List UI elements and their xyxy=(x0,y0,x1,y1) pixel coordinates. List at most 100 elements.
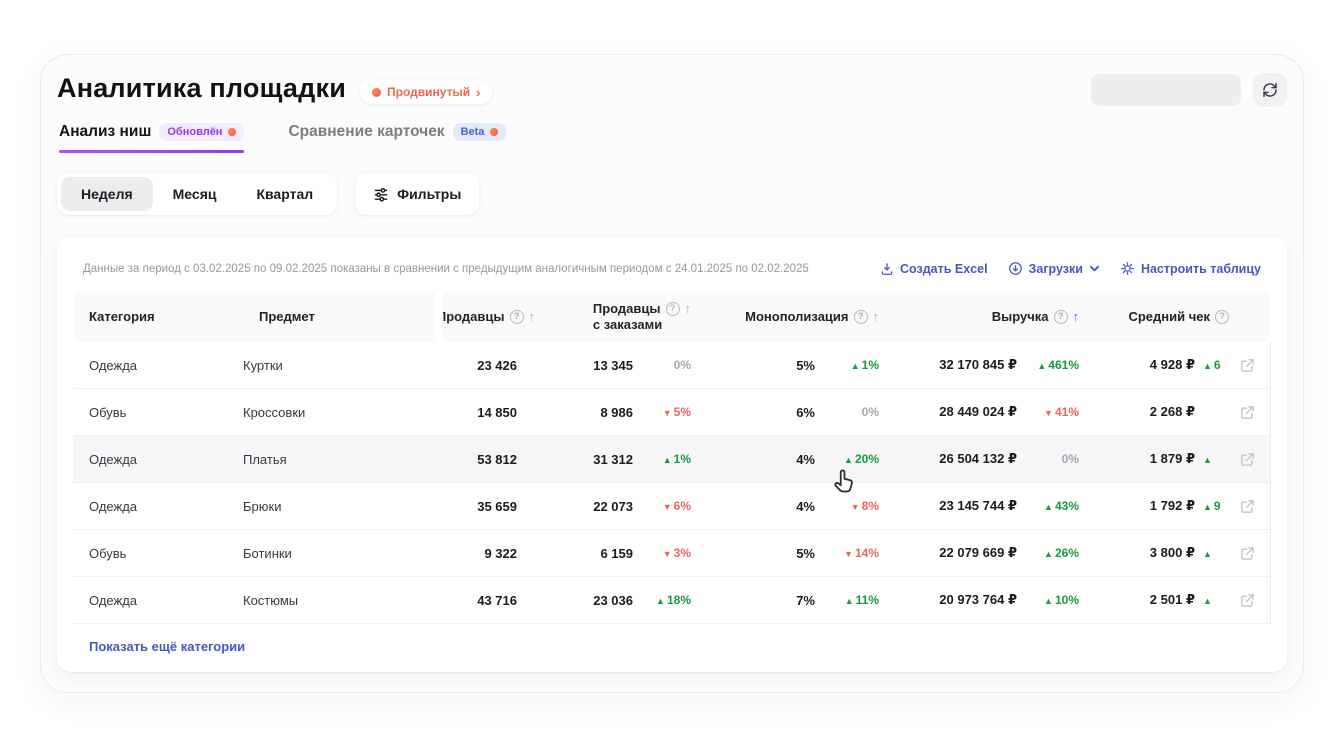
create-excel-button[interactable]: Создать Excel xyxy=(880,262,988,276)
help-icon[interactable]: ? xyxy=(1215,310,1229,324)
table-row[interactable]: Одежда Платья 53 812 31 312 ▲ 1% 4% ▲ 20% 26 504 … xyxy=(73,436,1270,483)
configure-table-button[interactable]: Настроить таблицу xyxy=(1120,261,1261,276)
column-header-category: Категория xyxy=(73,309,243,325)
trend-up-icon: ▲ xyxy=(1203,361,1212,371)
period-quarter-button[interactable]: Квартал xyxy=(236,177,333,211)
external-link-icon[interactable] xyxy=(1238,591,1257,610)
tab-card-comparison[interactable]: Сравнение карточек Beta xyxy=(288,123,507,153)
plan-badge[interactable]: Продвинутый › xyxy=(360,80,493,104)
trend-up-icon: ▲ xyxy=(1044,596,1053,606)
cell-avg-check: 2 268 ₽ xyxy=(1079,404,1229,420)
refresh-button[interactable] xyxy=(1253,73,1287,107)
column-header-monopolization[interactable]: Монополизация? ↑ xyxy=(691,309,879,325)
cell-avg-check: 1 879 ₽ ▲ xyxy=(1079,451,1229,467)
sort-arrow-icon[interactable]: ↑ xyxy=(872,308,880,324)
cell-monopolization: 6% 0% xyxy=(691,405,879,420)
sellers-value: 35 659 xyxy=(477,498,517,514)
period-info-text: Данные за период с 03.02.2025 по 09.02.2… xyxy=(83,262,809,275)
cell-revenue: 26 504 132 ₽ 0% xyxy=(879,451,1079,467)
cell-avg-check: 3 800 ₽ ▲ xyxy=(1079,545,1229,561)
delta-value: ▲ 9 xyxy=(1203,499,1221,513)
sellers-value: 14 850 xyxy=(477,404,517,420)
column-header-sellers[interactable]: Продавцы? ↑ xyxy=(437,308,536,325)
sort-arrow-icon[interactable]: ↑ xyxy=(684,300,692,316)
sellers-value: 23 426 xyxy=(477,357,517,373)
column-label: Продавцы xyxy=(592,300,661,316)
column-header-avg-check[interactable]: Средний чек? xyxy=(1079,309,1229,325)
period-week-button[interactable]: Неделя xyxy=(61,177,153,211)
table-row[interactable]: Одежда Брюки 35 659 22 073 ▼ 6% 4% ▼ 8% 23 145 74… xyxy=(73,483,1270,530)
cell-sellers-with-orders: 31 312 ▲ 1% xyxy=(535,452,691,467)
sort-arrow-icon[interactable]: ↑ xyxy=(528,308,536,324)
delta-value: ▲ xyxy=(1195,593,1229,607)
trend-up-icon: ▲ xyxy=(662,455,672,465)
download-icon xyxy=(880,262,894,276)
sort-arrow-icon[interactable]: ↑ xyxy=(1072,308,1080,324)
sellers-orders-value: 13 345 xyxy=(593,357,633,373)
updated-badge: Обновлён xyxy=(159,123,245,141)
trend-up-icon: ▲ xyxy=(1044,502,1053,512)
delta-value: ▼ 41% xyxy=(1044,405,1079,419)
filters-button[interactable]: Фильтры xyxy=(355,173,480,215)
column-sublabel: с заказами xyxy=(592,317,663,332)
external-link-icon[interactable] xyxy=(1238,450,1257,469)
cell-avg-check: 4 928 ₽ ▲ 6 xyxy=(1079,357,1229,373)
cell-category: Одежда xyxy=(89,451,138,467)
downloads-button[interactable]: Загрузки xyxy=(1008,261,1100,276)
cell-revenue: 28 449 024 ₽ ▼ 41% xyxy=(879,404,1079,420)
page-title: Аналитика площадки xyxy=(57,73,346,103)
help-icon[interactable]: ? xyxy=(1053,310,1068,324)
cell-sellers: 9 322 xyxy=(439,546,535,561)
help-icon[interactable]: ? xyxy=(665,301,680,316)
cell-monopolization: 5% ▼ 14% xyxy=(691,546,879,561)
help-icon[interactable]: ? xyxy=(509,310,524,324)
circle-download-icon xyxy=(1008,261,1023,276)
delta-value: ▲ 20% xyxy=(844,452,879,466)
cell-item: Куртки xyxy=(243,357,283,373)
tab-label: Анализ ниш xyxy=(59,123,152,140)
tabs: Анализ ниш Обновлён Сравнение карточек B… xyxy=(57,123,1287,153)
cell-revenue: 32 170 845 ₽ ▲ 461% xyxy=(879,357,1079,373)
sliders-icon xyxy=(373,186,389,202)
trend-up-icon: ▲ xyxy=(1037,361,1047,371)
avg-check-value: 2 268 ₽ xyxy=(1149,404,1195,419)
cell-sellers: 14 850 xyxy=(439,405,535,420)
external-link-icon[interactable] xyxy=(1238,544,1257,563)
trend-down-icon: ▼ xyxy=(844,549,853,559)
sellers-value: 43 716 xyxy=(477,592,517,608)
column-header-revenue[interactable]: Выручка? ↑ xyxy=(879,309,1079,325)
period-month-button[interactable]: Месяц xyxy=(153,177,237,211)
delta-value: ▼ 3% xyxy=(662,546,691,560)
delta-value: ▲ 10% xyxy=(1044,593,1079,607)
column-label: Выручка xyxy=(991,308,1049,324)
show-more-link[interactable]: Показать ещё категории xyxy=(89,638,246,654)
sellers-orders-value: 6 159 xyxy=(600,545,633,561)
tab-niche-analysis[interactable]: Анализ ниш Обновлён xyxy=(59,123,245,153)
table-row[interactable]: Одежда Костюмы 43 716 23 036 ▲ 18% 7% ▲ 11% 20 97… xyxy=(73,577,1270,624)
table-row[interactable]: Обувь Кроссовки 14 850 8 986 ▼ 5% 6% 0% 28 449 0… xyxy=(73,389,1270,436)
cell-revenue: 22 079 669 ₽ ▲ 26% xyxy=(879,545,1079,561)
sellers-value: 9 322 xyxy=(484,545,517,561)
tab-label: Сравнение карточек xyxy=(288,123,445,140)
table-row[interactable]: Обувь Ботинки 9 322 6 159 ▼ 3% 5% ▼ 14% 22 079 66… xyxy=(73,530,1270,577)
delta-value: 0% xyxy=(673,358,691,372)
trend-up-icon: ▲ xyxy=(656,596,665,606)
cell-monopolization: 5% ▲ 1% xyxy=(691,358,879,373)
external-link-icon[interactable] xyxy=(1238,497,1257,516)
trend-up-icon: ▲ xyxy=(1203,596,1212,606)
column-header-sellers-with-orders[interactable]: Продавцы? ↑ с заказами xyxy=(535,301,691,334)
beta-badge: Beta xyxy=(452,123,507,141)
cell-item: Брюки xyxy=(243,498,282,514)
cell-item: Ботинки xyxy=(243,545,292,561)
trend-up-icon: ▲ xyxy=(1203,549,1212,559)
refresh-icon xyxy=(1262,82,1278,98)
external-link-icon[interactable] xyxy=(1238,356,1257,375)
cell-sellers-with-orders: 23 036 ▲ 18% xyxy=(535,593,691,608)
revenue-value: 22 079 669 ₽ xyxy=(939,545,1017,560)
help-icon[interactable]: ? xyxy=(853,310,868,324)
cell-sellers: 53 812 xyxy=(439,452,535,467)
delta-value: ▼ 6% xyxy=(662,499,691,513)
external-link-icon[interactable] xyxy=(1238,403,1257,422)
table-row[interactable]: Одежда Куртки 23 426 13 345 0% 5% ▲ 1% 32 170 84… xyxy=(73,342,1270,389)
delta-value: ▼ 14% xyxy=(844,546,879,560)
